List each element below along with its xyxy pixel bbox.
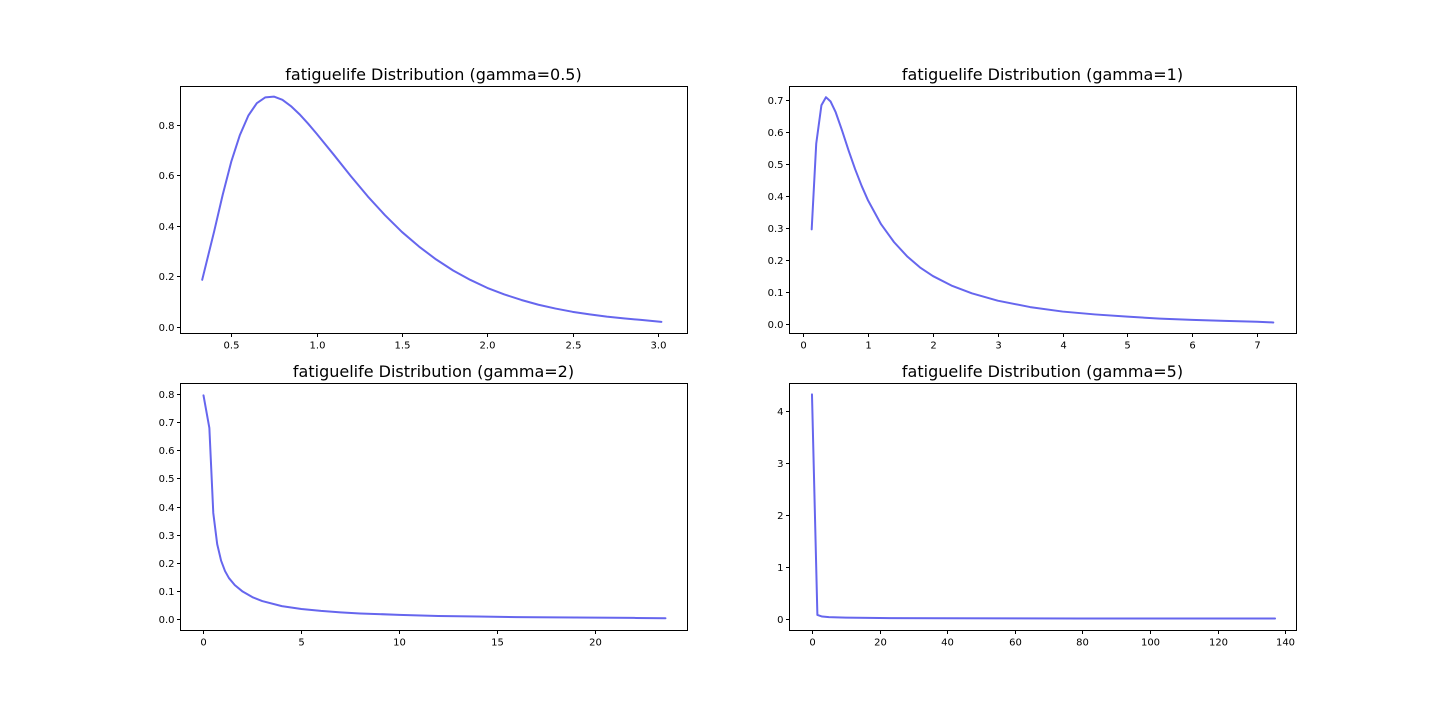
y-tick-label: 0.1: [159, 587, 175, 598]
x-tick-label: 7: [1254, 341, 1260, 352]
x-tick-label: 120: [1209, 638, 1228, 649]
y-tick-label: 0.0: [159, 323, 175, 334]
x-tick-label: 20: [874, 638, 887, 649]
y-tick-label: 0.1: [768, 288, 784, 299]
y-tick-label: 4: [777, 407, 783, 418]
y-tick-label: 0.4: [768, 192, 784, 203]
y-tick-label: 0.6: [159, 171, 175, 182]
y-tick-label: 1: [777, 563, 783, 574]
x-tick-label: 15: [491, 638, 504, 649]
y-tick-label: 0.0: [159, 615, 175, 626]
subplot-gamma-1: fatiguelife Distribution (gamma=1) 0 1 2 3 4 5…: [768, 65, 1297, 352]
y-tick-label: 0.2: [159, 272, 175, 283]
y-tick-label: 0.5: [159, 474, 175, 485]
series-line-pdf: [202, 394, 667, 620]
chart-title: fatiguelife Distribution (gamma=2): [293, 362, 574, 381]
x-tick-label: 0: [800, 341, 806, 352]
x-tick-label: 5: [298, 638, 304, 649]
x-tick-label: 0: [200, 638, 206, 649]
x-tick-label: 2.0: [480, 341, 496, 352]
y-tick-label: 0: [777, 615, 783, 626]
y-tick-label: 0.6: [159, 446, 175, 457]
x-tick-label: 4: [1060, 341, 1066, 352]
y-tick-label: 0.3: [159, 531, 175, 542]
x-tick-label: 1.0: [310, 341, 326, 352]
y-tick-label: 3: [777, 459, 783, 470]
subplot-gamma-2: fatiguelife Distribution (gamma=2) 0 5 10 15…: [159, 362, 688, 649]
x-tick-label: 80: [1076, 638, 1089, 649]
x-tick-label: 5: [1124, 341, 1130, 352]
x-tick-label: 3.0: [651, 341, 667, 352]
x-tick-label: 2.5: [566, 341, 582, 352]
axes-frame: [789, 86, 1297, 334]
y-tick-label: 0.4: [159, 503, 175, 514]
x-tick-label: 6: [1189, 341, 1195, 352]
y-tick-label: 0.7: [768, 96, 784, 107]
x-tick-label: 60: [1009, 638, 1022, 649]
x-tick-label: 1.5: [395, 341, 411, 352]
y-tick-label: 0.2: [768, 256, 784, 267]
chart-title: fatiguelife Distribution (gamma=5): [902, 362, 1183, 381]
y-tick-label: 0.7: [159, 418, 175, 429]
x-tick-label: 100: [1141, 638, 1160, 649]
x-tick-label: 0: [809, 638, 815, 649]
subplot-gamma-0-5: fatiguelife Distribution (gamma=0.5) 0.5 1…: [159, 65, 688, 352]
x-tick-label: 2: [930, 341, 936, 352]
chart-title: fatiguelife Distribution (gamma=0.5): [285, 65, 581, 84]
series-line-pdf: [810, 393, 1277, 620]
y-tick-label: 0.4: [159, 222, 175, 233]
series-line-pdf: [201, 95, 663, 323]
x-tick-label: 0.5: [224, 341, 240, 352]
axes-frame: [789, 383, 1297, 631]
x-tick-label: 3: [995, 341, 1001, 352]
y-tick-label: 0.8: [159, 390, 175, 401]
chart-title: fatiguelife Distribution (gamma=1): [902, 65, 1183, 84]
y-tick-label: 2: [777, 511, 783, 522]
y-tick-label: 0.0: [768, 320, 784, 331]
y-tick-label: 0.6: [768, 128, 784, 139]
y-tick-label: 0.2: [159, 559, 175, 570]
subplot-gamma-5: fatiguelife Distribution (gamma=5)0 20 40 6…: [777, 362, 1297, 649]
y-tick-label: 0.8: [159, 121, 175, 132]
axes-frame: [180, 86, 688, 334]
x-tick-label: 1: [865, 341, 871, 352]
series-line-pdf: [810, 96, 1275, 324]
y-tick-label: 0.5: [768, 160, 784, 171]
y-tick-label: 0.3: [768, 224, 784, 235]
x-tick-label: 40: [941, 638, 954, 649]
x-tick-label: 140: [1276, 638, 1295, 649]
x-tick-label: 20: [589, 638, 602, 649]
x-tick-label: 10: [393, 638, 406, 649]
